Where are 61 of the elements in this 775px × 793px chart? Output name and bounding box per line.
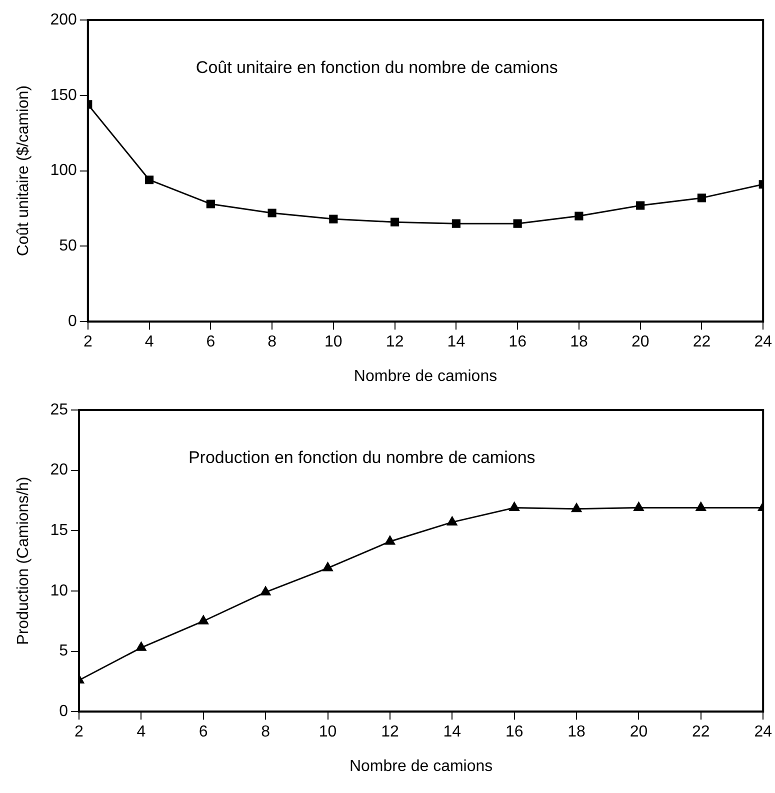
x-tick-label: 24 xyxy=(754,724,772,741)
point xyxy=(206,200,215,208)
x-axis-title: Nombre de camions xyxy=(349,758,493,775)
y-tick-label: 0 xyxy=(59,703,68,720)
point xyxy=(144,176,154,184)
y-tick-label: 150 xyxy=(50,86,77,104)
y-tick-label: 100 xyxy=(50,162,77,180)
x-tick-label: 18 xyxy=(568,724,586,741)
x-tick-label: 14 xyxy=(443,724,462,741)
y-tick-label: 5 xyxy=(59,642,68,660)
x-tick-label: 20 xyxy=(630,724,648,741)
y-axis-title: Production (Camions/h) xyxy=(15,476,32,645)
x-tick-label: 16 xyxy=(505,724,524,741)
x-tick-label: 22 xyxy=(692,724,710,741)
x-tick-label: 8 xyxy=(268,334,277,351)
y-tick-label: 20 xyxy=(50,462,68,479)
point xyxy=(452,219,460,228)
x-tick-label: 8 xyxy=(261,724,270,741)
y-tick-label: 25 xyxy=(50,401,68,418)
x-tick-label: 16 xyxy=(508,334,527,351)
point xyxy=(322,562,333,572)
y-tick-label: 200 xyxy=(50,11,77,28)
x-tick-label: 12 xyxy=(381,724,399,741)
point xyxy=(260,586,271,596)
point xyxy=(390,218,400,226)
y-tick-label: 15 xyxy=(50,522,68,540)
y-tick-label: 0 xyxy=(68,313,77,330)
x-tick-label: 2 xyxy=(83,334,92,351)
x-tick-label: 22 xyxy=(692,334,711,351)
x-tick-label: 18 xyxy=(570,334,588,351)
point xyxy=(697,194,706,202)
x-axis-title: Nombre de camions xyxy=(354,368,498,385)
x-tick-label: 2 xyxy=(74,724,84,741)
point xyxy=(696,502,706,511)
text: Production en fonction du nombre de camions xyxy=(188,448,536,467)
x-tick-label: 4 xyxy=(144,334,154,351)
point xyxy=(571,503,582,512)
x-tick-label: 6 xyxy=(198,724,208,741)
y-tick-label: 50 xyxy=(59,238,77,255)
point xyxy=(384,536,396,545)
x-tick-label: 4 xyxy=(136,724,146,741)
point xyxy=(513,219,522,228)
x-tick-label: 6 xyxy=(206,334,216,351)
y-axis-title: Coût unitaire ($/camion) xyxy=(15,85,32,256)
point xyxy=(509,502,520,511)
x-tick-label: 14 xyxy=(447,334,466,351)
point xyxy=(636,201,645,210)
x-tick-label: 10 xyxy=(318,724,337,741)
text: Coût unitaire en fonction du nombre de camions xyxy=(196,58,558,77)
point xyxy=(634,502,644,511)
x-tick-label: 24 xyxy=(754,334,772,351)
point xyxy=(447,516,458,526)
x-tick-label: 10 xyxy=(324,334,342,351)
point xyxy=(268,208,276,218)
x-tick-label: 20 xyxy=(631,334,650,351)
point xyxy=(574,212,584,220)
point xyxy=(136,642,146,651)
y-tick-label: 10 xyxy=(50,582,68,600)
point xyxy=(198,615,208,624)
x-tick-label: 12 xyxy=(386,334,404,351)
point xyxy=(329,214,338,224)
